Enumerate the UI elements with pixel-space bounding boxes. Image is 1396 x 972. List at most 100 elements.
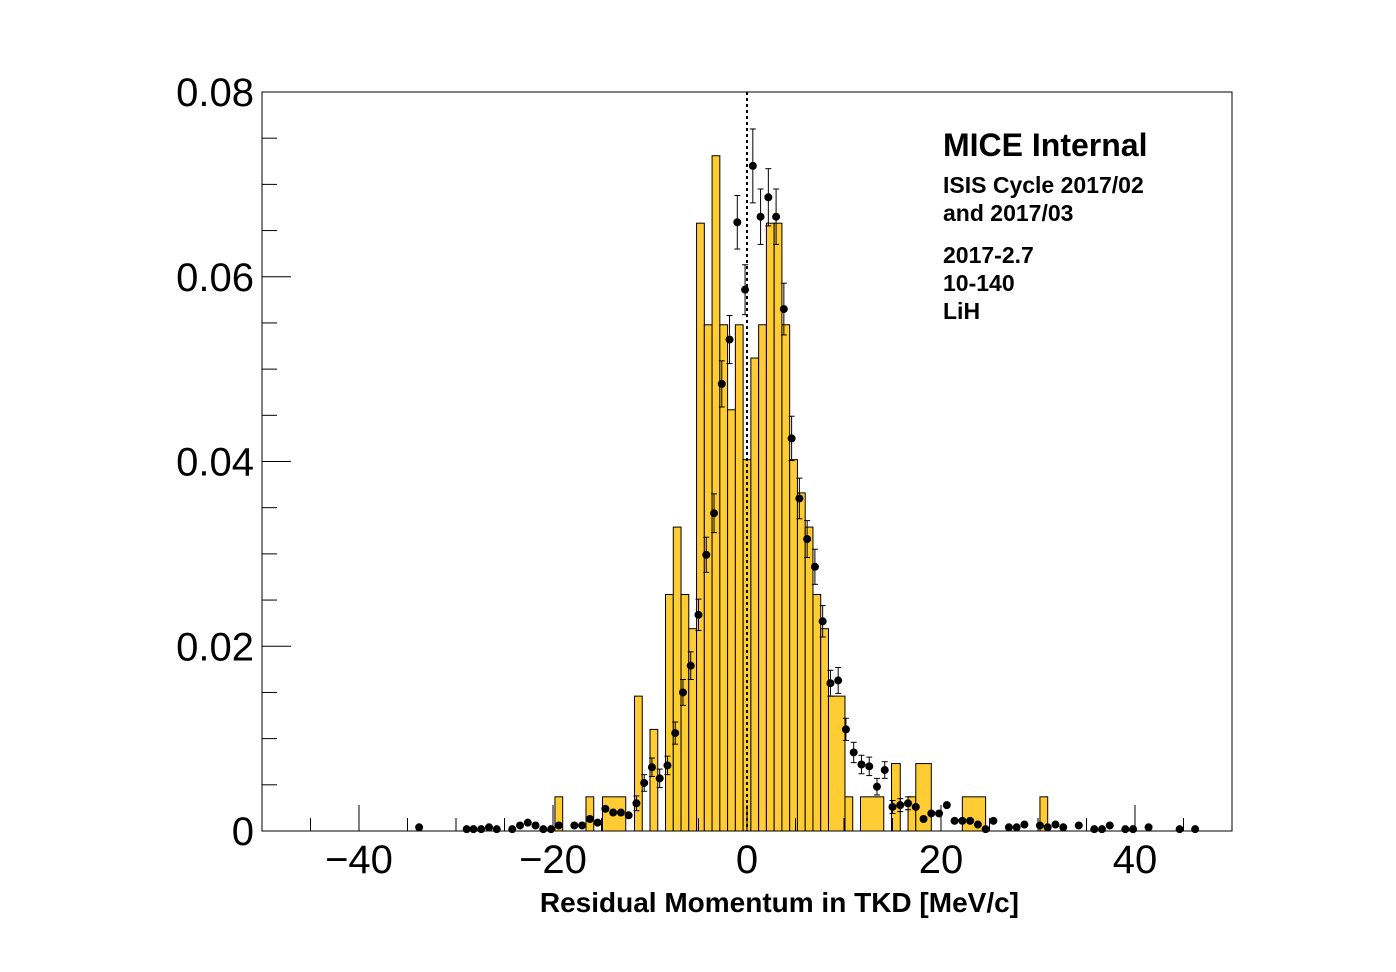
data-point [616,808,625,817]
y-tick-label: 0.04 [176,441,254,485]
data-point [1004,823,1013,832]
annotation-line-1: ISIS Cycle 2017/02 [943,172,1144,198]
data-point [539,825,548,834]
y-tick-label: 0.06 [176,256,254,300]
data-point [1090,825,1099,834]
data-point [1175,825,1184,834]
data-point [865,762,874,771]
data-point [1129,825,1138,834]
data-point [523,818,532,827]
data-point [655,774,664,783]
annotation-line-4: 10-140 [943,270,1015,296]
histogram-bar [688,628,698,832]
histogram-bar [696,222,705,832]
data-point [1191,825,1200,834]
data-point [989,816,998,825]
data-point [942,801,951,810]
histogram-bar [727,409,736,832]
data-point [888,802,897,811]
data-point [585,814,594,823]
x-tick-label: 20 [919,838,964,882]
data-point [601,804,610,813]
data-point [973,820,982,829]
data-point [678,688,687,697]
data-point [624,811,633,820]
data-point [841,725,850,734]
histogram-bar [734,324,744,832]
x-tick-label: 40 [1113,838,1158,882]
data-point [508,825,517,834]
x-tick-label: 0 [736,838,758,882]
histogram-bar [680,594,690,832]
data-point [570,821,579,830]
annotation-line-2: and 2017/03 [943,200,1073,226]
data-point [1105,821,1114,830]
data-point [531,821,540,830]
data-point [1144,823,1153,832]
annotation-block: MICE Internal ISIS Cycle 2017/02 and 201… [943,127,1147,324]
data-point [632,799,641,808]
x-tick-label: −40 [325,838,393,882]
data-point [1074,821,1083,830]
data-point [1012,823,1021,832]
data-point [764,193,773,202]
data-point [981,825,990,834]
axis-layer: −40 −20 0 20 40 0 0.02 0.04 0.06 0.08 [176,71,1233,882]
annotation-line-5: LiH [943,298,980,324]
histogram-bar [781,324,791,832]
data-point [1098,825,1107,834]
data-point [671,729,680,738]
data-point [818,617,827,626]
annotation-title: MICE Internal [943,127,1147,163]
data-point [1043,823,1052,832]
histogram-bar [758,324,767,832]
histogram-bar [703,324,713,832]
data-point [1121,825,1130,834]
histogram-bar [796,492,806,832]
data-point [415,823,424,832]
data-point [950,816,959,825]
histogram-bar [765,222,775,832]
y-tick-label: 0.08 [176,71,254,115]
histogram-bar [961,796,987,832]
histogram-bar [859,796,885,832]
histogram-bar [672,526,682,832]
data-point [640,778,649,787]
data-point [935,809,944,818]
data-point [857,760,866,769]
data-point [849,748,858,757]
data-point [492,825,501,834]
histogram-bar [750,357,760,832]
data-point [663,761,672,770]
data-point [609,808,618,817]
histogram-bar [789,459,798,832]
histogram-bar [844,796,854,832]
histogram-bar [804,526,814,832]
data-point [911,802,920,811]
data-point [795,494,804,503]
data-point [803,535,812,544]
data-point [1020,820,1029,829]
data-point [872,782,881,791]
histogram-bar [665,594,674,832]
data-point [469,825,478,834]
data-point [1035,821,1044,830]
data-point [593,818,602,827]
data-point [578,821,587,830]
data-point [756,212,765,221]
data-point [958,816,967,825]
data-point [810,562,819,571]
histogram-bar [812,594,822,832]
data-point [1051,820,1060,829]
annotation-line-3: 2017-2.7 [943,242,1034,268]
data-point [904,799,913,808]
data-point [725,335,734,344]
data-point [772,212,781,221]
histogram-bar [585,796,595,832]
data-point [686,661,695,670]
data-point [927,809,936,818]
data-point [919,814,928,823]
data-point [733,218,742,227]
histogram-bar [820,628,829,832]
